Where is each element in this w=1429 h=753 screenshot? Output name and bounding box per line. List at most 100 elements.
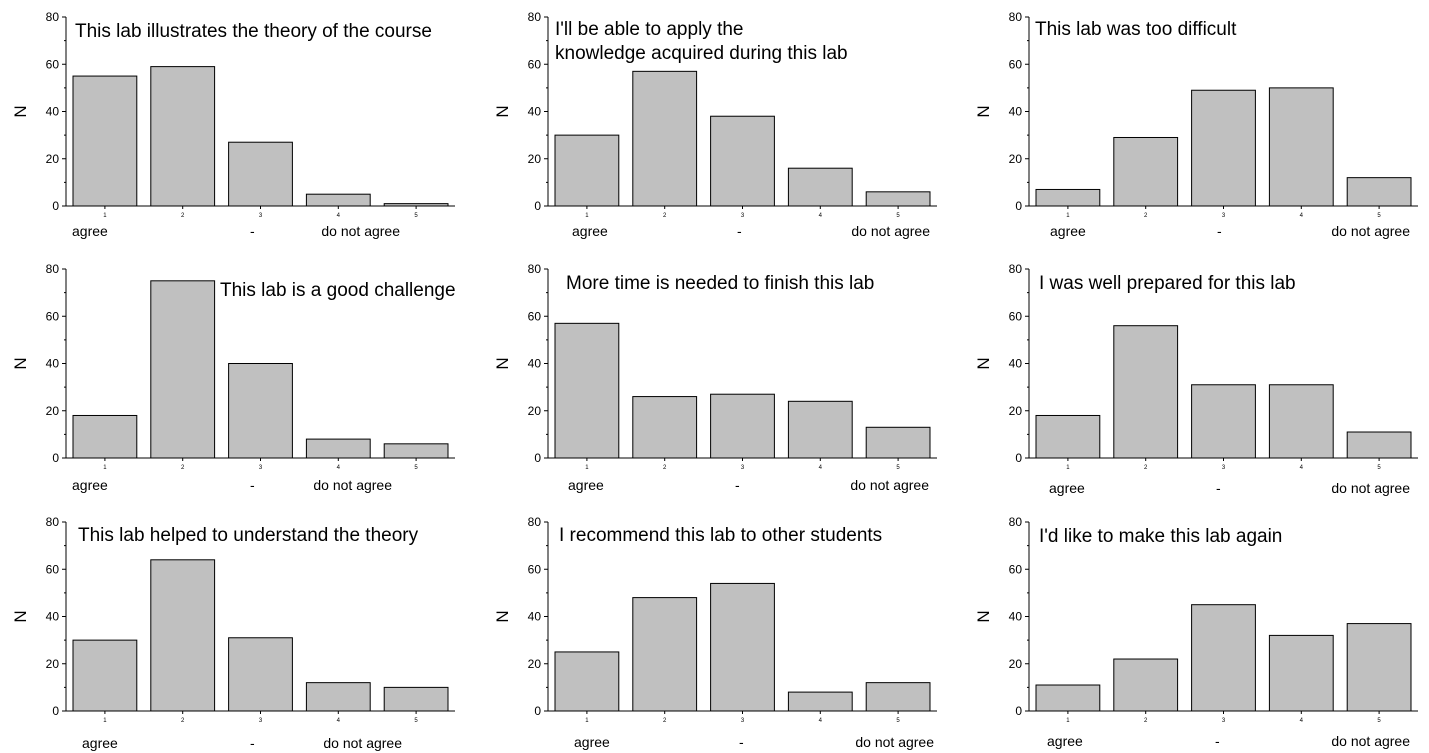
y-tick-label: 20 [528, 152, 542, 166]
scale-label-do-not-agree: do not agree [323, 735, 402, 751]
y-tick-label: 0 [52, 199, 59, 213]
chart-panel-2: 0 20 40 60 80 N 1 2 3 4 5 I'll be able to apply the… [482, 0, 948, 248]
bar-4 [787, 400, 853, 459]
x-tick-label: 4 [1300, 213, 1304, 219]
x-tick-label: 1 [585, 718, 589, 724]
y-tick-label: 40 [46, 105, 60, 119]
y-tick-label: 40 [46, 357, 60, 371]
y-tick-label: 0 [534, 451, 541, 465]
bar-5 [383, 686, 449, 712]
y-axis-label: N [11, 357, 30, 369]
x-tick-label: 2 [1144, 465, 1148, 471]
bar-4 [305, 438, 371, 459]
scale-label-do-not-agree: do not agree [321, 223, 400, 239]
scale-label-agree: agree [72, 477, 108, 493]
bar-5 [1346, 177, 1412, 207]
chart-panel-7: 0 20 40 60 80 N 1 2 3 4 5 This lab helped to unders… [0, 505, 466, 753]
chart-title: I recommend this lab to other students [559, 525, 882, 546]
x-tick-label: 4 [1300, 465, 1304, 471]
scale-label-middle: - [1216, 480, 1221, 496]
x-tick-label: 2 [1144, 718, 1148, 724]
chart-title: I was well prepared for this lab [1039, 273, 1296, 294]
y-tick-label: 20 [528, 404, 542, 418]
y-tick-label: 60 [528, 57, 542, 71]
y-axis-label: N [974, 357, 993, 369]
x-tick-label: 1 [103, 465, 107, 471]
bar-2 [1113, 136, 1179, 207]
bar-5 [865, 682, 931, 712]
y-tick-label: 80 [528, 515, 542, 529]
y-tick-label: 20 [528, 657, 542, 671]
chart-title: This lab is a good challenge [220, 280, 456, 301]
x-tick-label: 1 [585, 465, 589, 471]
y-tick-label: 60 [528, 309, 542, 323]
y-axis-label: N [11, 105, 30, 117]
scale-label-agree: agree [82, 735, 118, 751]
y-tick-label: 40 [528, 105, 542, 119]
x-tick-label: 1 [103, 718, 107, 724]
bar-5 [865, 191, 931, 207]
y-axis-label: N [974, 105, 993, 117]
chart-panel-4: 0 20 40 60 80 N 1 2 3 4 5 This lab is a good challe… [0, 252, 466, 500]
scale-label-agree: agree [574, 734, 610, 750]
y-tick-label: 0 [1015, 704, 1022, 718]
bar-2 [632, 70, 698, 207]
scale-label-do-not-agree: do not agree [1331, 223, 1410, 239]
x-tick-label: 4 [337, 213, 341, 219]
bar-3 [228, 141, 293, 207]
bar-1 [554, 322, 620, 459]
x-tick-label: 4 [337, 718, 341, 724]
y-tick-label: 40 [1009, 610, 1023, 624]
y-tick-label: 20 [46, 657, 60, 671]
x-tick-label: 3 [259, 465, 263, 471]
x-tick-label: 5 [1377, 718, 1381, 724]
chart-title: I'd like to make this lab again [1039, 526, 1282, 547]
bar-1 [1035, 188, 1101, 207]
chart-svg: 0 20 40 60 80 N 1 2 3 4 5 I'd like to make this lab… [974, 515, 1418, 749]
y-axis-label: N [974, 610, 993, 622]
x-tick-label: 2 [181, 718, 185, 724]
x-tick-label: 1 [103, 213, 107, 219]
x-tick-label: 5 [1377, 465, 1381, 471]
bar-3 [710, 393, 775, 459]
bar-4 [787, 691, 853, 712]
y-axis-label: N [493, 105, 512, 117]
chart-svg: 0 20 40 60 80 N 1 2 3 4 5 I recommend this lab to o… [493, 515, 937, 750]
y-tick-label: 60 [46, 57, 60, 71]
chart-svg: 0 20 40 60 80 N 1 2 3 4 5 This lab was too difficul… [974, 10, 1418, 239]
scale-label-middle: - [250, 735, 255, 751]
bar-5 [1346, 623, 1412, 712]
bar-5 [865, 426, 931, 459]
bar-2 [632, 597, 698, 712]
x-tick-label: 3 [1222, 718, 1226, 724]
x-tick-label: 5 [414, 718, 418, 724]
scale-label-agree: agree [1049, 480, 1085, 496]
bar-3 [1191, 89, 1256, 207]
x-tick-label: 4 [819, 213, 823, 219]
chart-svg: 0 20 40 60 80 N 1 2 3 4 5 This lab illustrates the … [11, 10, 455, 239]
scale-label-do-not-agree: do not agree [851, 223, 930, 239]
y-tick-label: 60 [1009, 57, 1023, 71]
chart-title: This lab helped to understand the theory [78, 525, 419, 546]
x-tick-label: 2 [663, 718, 667, 724]
chart-panel-1: 0 20 40 60 80 N 1 2 3 4 5 This lab illustrates the … [0, 0, 466, 248]
bar-1 [554, 134, 620, 207]
bar-2 [150, 280, 216, 459]
scale-label-middle: - [735, 477, 740, 493]
y-tick-label: 20 [1009, 404, 1023, 418]
bar-2 [1113, 658, 1179, 712]
bar-2 [632, 396, 698, 459]
scale-label-agree: agree [572, 223, 608, 239]
y-tick-label: 0 [1015, 451, 1022, 465]
bar-3 [1191, 604, 1256, 712]
chart-panel-3: 0 20 40 60 80 N 1 2 3 4 5 This lab was too difficul… [963, 0, 1429, 248]
scale-label-agree: agree [72, 223, 108, 239]
scale-label-middle: - [739, 734, 744, 750]
scale-label-middle: - [250, 223, 255, 239]
scale-label-do-not-agree: do not agree [313, 477, 392, 493]
bar-5 [383, 443, 449, 459]
x-tick-label: 3 [259, 213, 263, 219]
y-tick-label: 0 [52, 704, 59, 718]
x-tick-label: 2 [663, 213, 667, 219]
x-tick-label: 1 [1066, 465, 1070, 471]
